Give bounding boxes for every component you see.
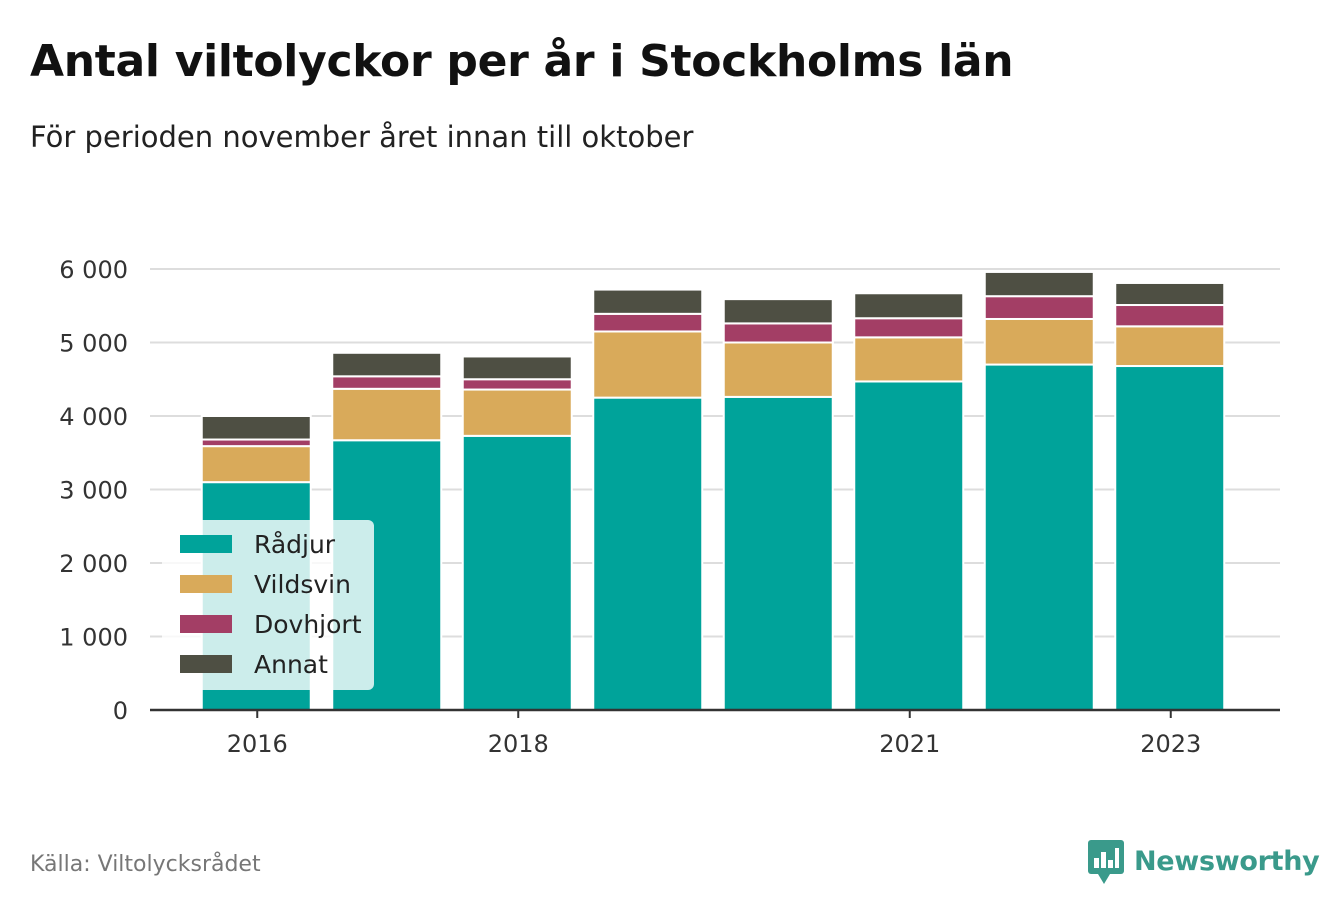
x-tick-label: 2016 [227,730,288,758]
legend-swatch-rådjur [180,535,232,553]
bar-segment-vildsvin-2022 [983,317,1095,366]
bar-segment-vildsvin-2020 [722,341,834,398]
bar-segment-vildsvin-2016 [200,445,312,484]
bar-segment-dovhjort-2018 [461,378,573,391]
bar-segment-dovhjort-2019 [592,312,704,333]
bar-segment-annat-2018 [461,355,573,381]
bar-segment-rådjur-2023 [1114,365,1226,711]
chart-subtitle: För perioden november året innan till ok… [30,120,694,154]
y-tick-label: 2 000 [59,550,128,578]
y-tick-label: 5 000 [59,330,128,358]
bar-segment-rådjur-2018 [461,434,573,711]
legend-label-dovhjort: Dovhjort [254,610,362,639]
bar-segment-rådjur-2020 [722,395,834,711]
bar-segment-dovhjort-2020 [722,322,834,344]
legend-label-annat: Annat [254,650,328,679]
bar-segment-dovhjort-2021 [853,317,965,339]
y-tick-label: 6 000 [59,256,128,284]
bar-segment-annat-2023 [1114,281,1226,307]
legend-label-rådjur: Rådjur [254,530,336,559]
y-axis-ticks: 0 1 000 2 000 3 000 4 000 5 000 6 000 [59,256,128,725]
y-tick-label: 0 [113,697,128,725]
bar-segment-vildsvin-2021 [853,336,965,383]
bar-segment-annat-2019 [592,288,704,315]
legend-swatch-annat [180,655,232,673]
legend-label-vildsvin: Vildsvin [254,570,351,599]
legend-swatch-dovhjort [180,615,232,633]
bar-segment-rådjur-2019 [592,396,704,711]
bar-segment-dovhjort-2022 [983,295,1095,320]
legend: Rådjur Vildsvin Dovhjort Annat [162,520,374,690]
bar-segment-annat-2016 [200,415,312,441]
brand-logo[interactable]: Newsworthy [1088,838,1320,884]
bar-segment-vildsvin-2019 [592,330,704,399]
legend-swatch-vildsvin [180,575,232,593]
bar-segment-annat-2020 [722,298,834,325]
y-tick-label: 4 000 [59,403,128,431]
y-tick-label: 1 000 [59,624,128,652]
brand-name: Newsworthy [1134,845,1320,877]
bar-segment-dovhjort-2023 [1114,304,1226,328]
x-tick-label: 2018 [488,730,549,758]
legend-background [162,520,374,690]
bar-segment-rådjur-2021 [853,380,965,711]
chart-title: Antal viltolyckor per år i Stockholms lä… [30,36,1014,87]
newsworthy-logo-icon [1088,840,1124,884]
bar-segment-vildsvin-2023 [1114,325,1226,368]
x-tick-label: 2021 [879,730,940,758]
bar-segment-annat-2021 [853,292,965,320]
source-note: Källa: Viltolycksrådet [30,852,261,877]
bar-segment-annat-2017 [331,351,443,378]
bar-segment-rådjur-2022 [983,363,1095,711]
bar-segment-dovhjort-2017 [331,375,443,390]
x-axis-ticks: 2016 2018 2021 2023 [227,710,1201,758]
bar-segment-vildsvin-2017 [331,387,443,442]
y-tick-label: 3 000 [59,477,128,505]
bar-segment-annat-2022 [983,270,1095,298]
x-tick-label: 2023 [1140,730,1201,758]
bar-segment-vildsvin-2018 [461,388,573,437]
